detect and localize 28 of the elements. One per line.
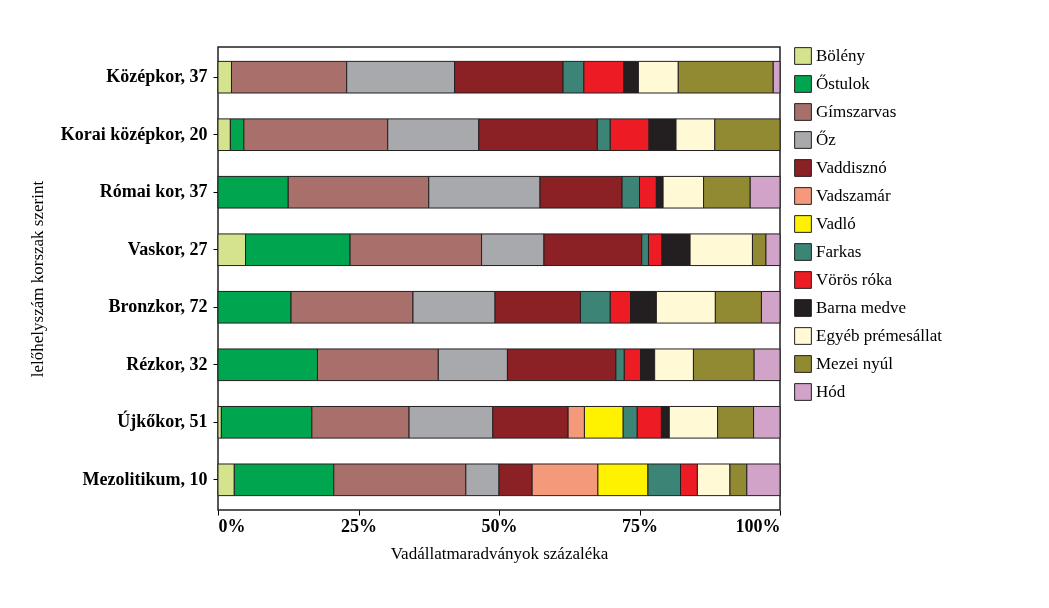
legend-label: Egyéb prémesállat bbox=[816, 326, 943, 345]
y-tick-label: Középkor, 37 bbox=[106, 66, 208, 87]
x-tick-label: 75% bbox=[622, 515, 658, 536]
y-tick-label: Korai középkor, 20 bbox=[60, 123, 208, 144]
y-tick-label: Vaskor, 27 bbox=[127, 238, 208, 259]
legend-label: Gímszarvas bbox=[816, 102, 897, 121]
legend-label: Őstulok bbox=[816, 74, 871, 93]
legend-label: Hód bbox=[816, 382, 846, 401]
x-tick-label: 100% bbox=[735, 515, 781, 536]
legend-label: Bölény bbox=[816, 46, 866, 65]
y-tick-label: Rézkor, 32 bbox=[126, 353, 208, 374]
x-axis-title: Vadállatmaradványok százaléka bbox=[390, 543, 609, 563]
legend-label: Vaddisznó bbox=[816, 158, 887, 177]
y-tick-label: Újkőkor, 51 bbox=[117, 410, 208, 432]
y-tick-label: Mezolitikum, 10 bbox=[82, 468, 208, 489]
x-tick-label: 0% bbox=[218, 515, 246, 536]
y-axis-title: lelőhelyszám korszak szerint bbox=[27, 180, 47, 378]
x-tick-label: 25% bbox=[341, 515, 377, 536]
y-tick-label: Bronzkor, 72 bbox=[108, 296, 208, 317]
legend-label: Farkas bbox=[816, 242, 862, 261]
legend-label: Barna medve bbox=[816, 298, 907, 317]
legend-label: Őz bbox=[816, 130, 837, 149]
y-tick-label: Római kor, 37 bbox=[99, 181, 208, 202]
legend-label: Vadszamár bbox=[816, 186, 891, 205]
x-tick-label: 50% bbox=[481, 515, 518, 536]
legend-label: Mezei nyúl bbox=[816, 354, 894, 373]
legend-label: Vörös róka bbox=[816, 270, 893, 289]
legend-label: Vadló bbox=[816, 214, 856, 233]
